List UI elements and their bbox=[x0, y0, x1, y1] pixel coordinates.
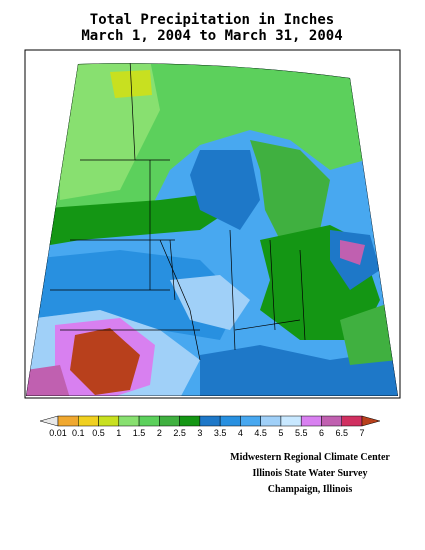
legend-swatch bbox=[240, 415, 261, 427]
legend-swatch bbox=[57, 415, 79, 427]
legend-swatch bbox=[321, 415, 342, 427]
legend-swatch bbox=[179, 415, 201, 427]
legend-arrow bbox=[39, 415, 59, 427]
legend-swatch bbox=[199, 415, 221, 427]
legend: 0.01 0.1 0.5 1 1.5 2 2.5 3 3.5 4 4.5 5 5.5 6 6.5 7 bbox=[39, 415, 381, 438]
legend-swatch bbox=[138, 415, 160, 427]
legend-label: 1.5 bbox=[133, 428, 146, 438]
legend-label: 0.1 bbox=[72, 428, 85, 438]
legend-swatch bbox=[98, 415, 120, 427]
map-frame bbox=[24, 49, 401, 399]
legend-label: 2.5 bbox=[173, 428, 186, 438]
legend-label: 6 bbox=[319, 428, 324, 438]
legend-label: 3 bbox=[197, 428, 202, 438]
legend-label: 7 bbox=[359, 428, 364, 438]
subtitle: March 1, 2004 to March 31, 2004 bbox=[81, 28, 342, 44]
legend-label: 5.5 bbox=[295, 428, 308, 438]
credit-line: Midwestern Regional Climate Center bbox=[230, 452, 390, 463]
legend-label: 2 bbox=[157, 428, 162, 438]
legend-label: 1 bbox=[116, 428, 121, 438]
credit-line: Illinois State Water Survey bbox=[253, 468, 368, 479]
legend-swatch bbox=[159, 415, 180, 427]
legend-swatch bbox=[260, 415, 282, 427]
legend-label: 4 bbox=[238, 428, 243, 438]
legend-swatch bbox=[341, 415, 363, 427]
legend-label: 6.5 bbox=[335, 428, 348, 438]
legend-swatch bbox=[118, 415, 140, 427]
legend-arrow bbox=[361, 415, 381, 427]
legend-label: 3.5 bbox=[214, 428, 227, 438]
legend-label: 4.5 bbox=[254, 428, 267, 438]
legend-swatch bbox=[300, 415, 322, 427]
credit-line: Champaign, Illinois bbox=[268, 484, 353, 495]
legend-label: 0.5 bbox=[92, 428, 105, 438]
title: Total Precipitation in Inches bbox=[90, 12, 334, 28]
legend-swatch bbox=[219, 415, 241, 427]
precip-map bbox=[26, 63, 398, 396]
legend-swatch bbox=[280, 415, 302, 427]
legend-swatch bbox=[78, 415, 99, 427]
legend-label: 5 bbox=[278, 428, 283, 438]
legend-label: 0.01 bbox=[49, 428, 67, 438]
